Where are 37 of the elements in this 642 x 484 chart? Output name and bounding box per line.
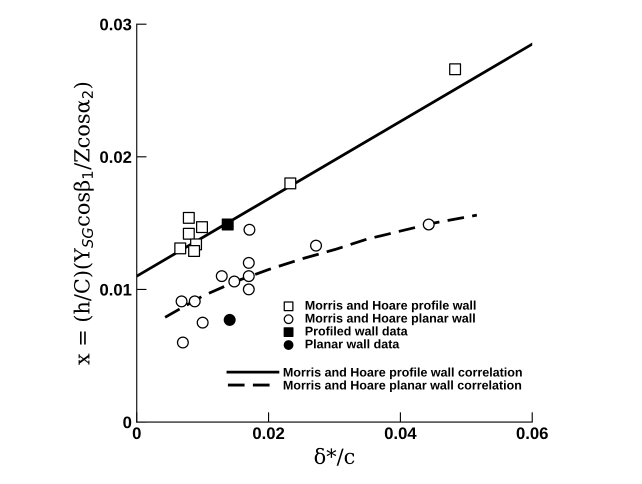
- y-tick-label: 0: [123, 416, 132, 428]
- y-tick-label: 0.03: [100, 18, 132, 30]
- legend-label: Profiled wall data: [306, 326, 408, 336]
- point: [182, 212, 195, 224]
- point: [422, 218, 435, 230]
- legend-label: Morris and Hoare planar wall: [306, 313, 475, 326]
- point: [449, 63, 462, 76]
- point: [224, 314, 236, 326]
- x-tick-label: 0.06: [516, 427, 548, 440]
- y-tick-label: 0.02: [100, 151, 132, 164]
- x-tick-label: 0.02: [253, 427, 284, 440]
- x-axis-title: δ*/c: [314, 448, 354, 466]
- point: [242, 270, 255, 282]
- x-tick-label: 0: [132, 427, 141, 440]
- legend-label: Morris and Hoare profile wall correlation: [284, 367, 522, 380]
- legend-label: Morris and Hoare profile wall: [306, 300, 476, 312]
- point: [216, 270, 228, 282]
- point: [176, 336, 189, 348]
- point: [284, 177, 296, 190]
- point: [310, 240, 322, 252]
- point: [242, 283, 255, 296]
- point: [188, 244, 200, 257]
- point: [188, 295, 201, 308]
- point: [228, 275, 240, 288]
- point: [222, 218, 234, 230]
- point: [196, 316, 209, 329]
- point: [174, 242, 186, 254]
- point: [176, 295, 188, 308]
- y-tick-label: 0.01: [100, 284, 132, 296]
- legend-label: Morris and Hoare planar wall correlation: [284, 380, 522, 392]
- point: [182, 228, 195, 240]
- x-tick-label: 0.04: [384, 427, 417, 440]
- point: [243, 224, 256, 236]
- point: [196, 221, 208, 234]
- legend-label: Planar wall data: [306, 339, 400, 348]
- point: [242, 256, 255, 269]
- y-axis-title: x = (h/C)(Y$_{SG}$cosβ$_{1}$/Zcosα$_{2}$): [73, 82, 94, 365]
